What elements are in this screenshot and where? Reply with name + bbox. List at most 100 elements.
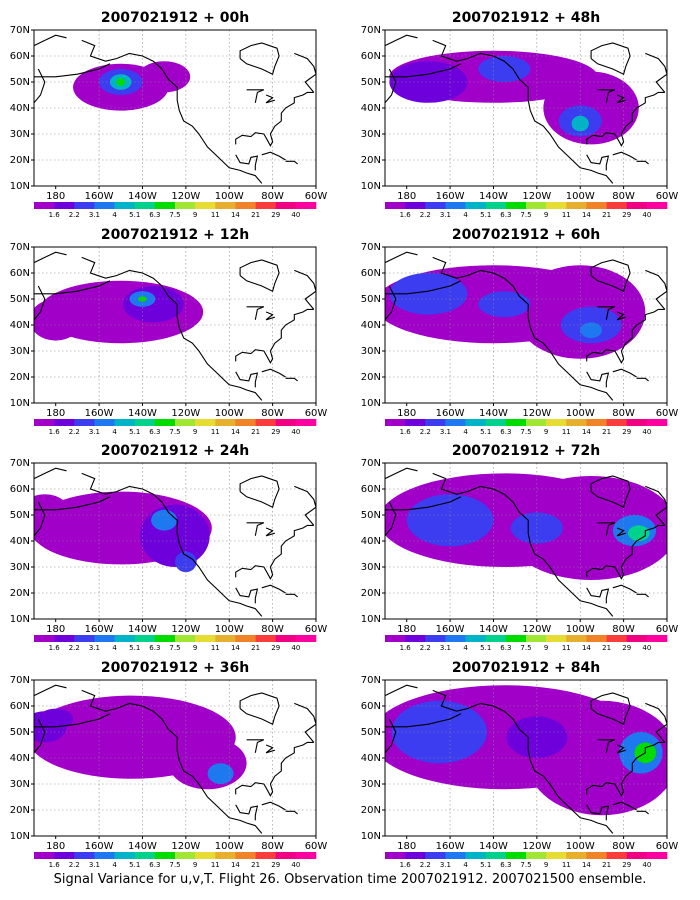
coastline — [590, 692, 631, 725]
colorbar-swatch — [275, 635, 297, 642]
colorbar-swatch — [526, 635, 547, 642]
colorbar-label: 21 — [602, 211, 611, 219]
lon-tick-label: 180 — [46, 624, 65, 635]
coastline — [645, 702, 667, 743]
variance-field — [385, 265, 646, 359]
coastline — [81, 256, 263, 401]
coastline — [235, 804, 259, 821]
colorbar-label: 3.1 — [89, 211, 100, 219]
colorbar-label: 6.3 — [149, 644, 160, 652]
lat-tick-label: 40N — [361, 753, 381, 764]
coastline — [235, 308, 314, 364]
coastline — [34, 34, 67, 47]
lon-tick-label: 160W — [85, 191, 114, 202]
colorbar-label: 29 — [271, 644, 280, 652]
coastline — [612, 368, 637, 378]
colorbar-label: 4 — [112, 644, 117, 652]
panel-title: 2007021912 + 00h — [101, 10, 249, 26]
lon-tick-label: 80W — [261, 191, 284, 202]
lat-tick-label: 50N — [10, 294, 30, 305]
colorbar-swatch — [94, 852, 115, 859]
colorbar-label: 9 — [544, 861, 548, 869]
coastline — [81, 689, 263, 834]
colorbar-swatch — [235, 635, 256, 642]
map-panel: 10N 20N 30N 40N 50N 60N 70N 180 160W 140W 120W 100W… — [10, 25, 328, 219]
colorbar-swatch — [74, 202, 95, 209]
colorbar-label: 5.1 — [129, 211, 140, 219]
colorbar-swatch — [445, 202, 466, 209]
colorbar-label: 5.1 — [129, 861, 140, 869]
lat-tick-label: 70N — [361, 242, 381, 253]
colorbar-swatch — [94, 202, 115, 209]
lat-tick-label: 20N — [10, 155, 30, 166]
coastline — [432, 256, 614, 401]
lat-tick-label: 70N — [10, 458, 30, 469]
colorbar-label: 21 — [251, 644, 260, 652]
colorbar-swatch — [505, 635, 527, 642]
colorbar-swatch — [385, 635, 406, 642]
lat-tick-label: 50N — [361, 727, 381, 738]
colorbar-label: 3.1 — [440, 644, 451, 652]
colorbar-swatch — [154, 852, 176, 859]
coastline — [385, 63, 462, 78]
lon-tick-label: 100W — [215, 191, 244, 202]
colorbar-label: 1.6 — [49, 428, 61, 436]
colorbar-label: 9 — [544, 644, 548, 652]
colorbar-label: 40 — [291, 211, 300, 219]
lat-tick-label: 10N — [361, 831, 381, 842]
colorbar-label: 9 — [193, 861, 197, 869]
colorbar-label: 9 — [544, 211, 548, 219]
lat-tick-label: 40N — [361, 536, 381, 547]
colorbar-label: 11 — [562, 428, 571, 436]
graticule — [34, 680, 316, 836]
colorbar-swatch — [546, 635, 567, 642]
lon-tick-label: 120W — [522, 408, 551, 419]
colorbar-swatch — [385, 852, 406, 859]
colorbar-swatch — [586, 852, 607, 859]
lat-tick-label: 40N — [10, 536, 30, 547]
coastlines — [385, 251, 667, 401]
coastlines — [34, 34, 316, 184]
variance-contour — [34, 494, 71, 536]
coastline — [586, 371, 610, 388]
colorbar-label: 6.3 — [500, 861, 511, 869]
coastline — [34, 684, 67, 697]
colorbar-swatch — [546, 202, 567, 209]
colorbar-label: 2.2 — [420, 211, 431, 219]
coastline — [294, 269, 316, 310]
lat-tick-label: 20N — [361, 588, 381, 599]
lat-tick-label: 60N — [10, 51, 30, 62]
lon-tick-label: 160W — [85, 408, 114, 419]
figure-caption: Signal Variance for u,v,T. Flight 26. Ob… — [53, 872, 647, 887]
colorbar-label: 14 — [231, 211, 240, 219]
lon-tick-label: 100W — [215, 624, 244, 635]
colorbar-label: 7.5 — [520, 644, 531, 652]
colorbar-label: 9 — [193, 428, 197, 436]
colorbar-label: 40 — [291, 428, 300, 436]
colorbar-label: 40 — [291, 861, 300, 869]
coastlines — [34, 251, 316, 401]
colorbar-swatch — [646, 202, 668, 209]
lon-tick-label: 60W — [305, 408, 328, 419]
colorbar-swatch — [425, 202, 446, 209]
colorbar-swatch — [295, 419, 317, 426]
colorbar-label: 5.1 — [480, 211, 491, 219]
coastline — [586, 587, 610, 604]
colorbar: 1.6 2.2 3.1 4 5.1 6.3 7.5 9 11 14 21 29 40 — [385, 852, 668, 869]
colorbar-swatch — [114, 635, 136, 642]
lat-tick-label: 20N — [10, 372, 30, 383]
lat-tick-label: 60N — [361, 51, 381, 62]
colorbar: 1.6 2.2 3.1 4 5.1 6.3 7.5 9 11 14 21 29 40 — [34, 635, 317, 652]
coastlines — [385, 467, 667, 617]
colorbar-label: 9 — [544, 428, 548, 436]
coastline — [265, 94, 275, 104]
coastlines — [385, 684, 667, 834]
coastline — [261, 151, 286, 161]
variance-contour — [175, 551, 197, 573]
colorbar-swatch — [275, 852, 297, 859]
colorbar-swatch — [175, 852, 196, 859]
variance-contour — [478, 291, 531, 318]
variance-contour — [38, 708, 74, 730]
colorbar-label: 14 — [582, 211, 591, 219]
